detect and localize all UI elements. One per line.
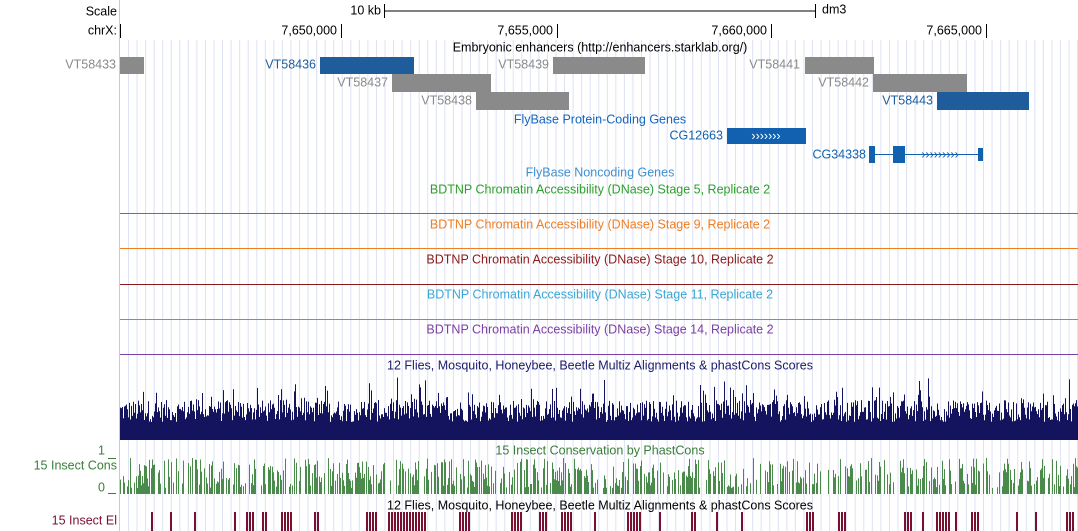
track-title: 15 Insect Conservation by PhastCons [495,443,704,457]
track-title: BDTNP Chromatin Accessibility (DNase) St… [430,217,770,231]
track-title: Embryonic enhancers (http://enhancers.st… [453,40,748,54]
ruler-label: 7,650,000 [281,23,337,37]
scale-label: Scale [86,4,117,18]
feature[interactable] [553,57,645,74]
track-title: BDTNP Chromatin Accessibility (DNase) St… [426,252,773,266]
feature-label[interactable]: VT58436 [265,57,316,71]
track-title: 12 Flies, Mosquito, Honeybee, Beetle Mul… [387,498,813,512]
chrom-label: chrX: [88,23,117,37]
assembly: dm3 [822,2,846,16]
ruler: 7,650,000 7,655,000 7,660,000 7,665,000 [281,23,987,38]
strand-arrows: ››››››› [751,129,780,143]
axis-label: 1 [98,443,105,457]
dnase-tracks: BDTNP Chromatin Accessibility (DNase) St… [120,182,1078,355]
feature-label[interactable]: VT58437 [337,75,388,89]
ruler-label: 7,655,000 [497,23,553,37]
feature[interactable] [120,57,144,74]
ruler-label: 7,665,000 [926,23,982,37]
gene[interactable] [727,128,806,144]
exon[interactable] [893,146,905,163]
feature[interactable] [937,92,1029,110]
enhancer-track: VT58433 VT58436 VT58437 VT58439 VT58438 … [65,57,1029,110]
feature-label[interactable]: VT58443 [882,93,933,107]
feature[interactable] [392,74,491,92]
grid [128,40,1078,531]
track-title: BDTNP Chromatin Accessibility (DNase) St… [430,182,770,196]
wiggle [120,458,1078,494]
feature-label[interactable]: VT58441 [749,57,800,71]
feature[interactable] [873,74,967,92]
elements [151,512,1074,531]
feature-label[interactable]: VT58439 [498,57,549,71]
ruler-label: 7,660,000 [711,23,767,37]
track-title: FlyBase Noncoding Genes [526,165,675,179]
wiggle [120,377,1078,440]
track-label[interactable]: 15 Insect Cons [34,458,117,472]
exon[interactable] [869,146,875,163]
exon[interactable] [978,148,983,161]
track-title: BDTNP Chromatin Accessibility (DNase) St… [427,287,773,301]
scale-size: 10 kb [350,3,381,17]
feature-label[interactable]: VT58438 [421,93,472,107]
feature[interactable] [320,57,414,74]
feature-label[interactable]: VT58433 [65,57,116,71]
gene-label[interactable]: CG34338 [812,147,866,161]
axis-label: 0 [98,480,105,494]
track-title: BDTNP Chromatin Accessibility (DNase) St… [426,322,773,336]
track-title: FlyBase Protein-Coding Genes [514,112,686,126]
feature[interactable] [805,57,874,74]
feature[interactable] [476,92,569,110]
track-label[interactable]: 15 Insect El [52,513,117,527]
gene-label[interactable]: CG12663 [669,128,723,142]
feature-label[interactable]: VT58442 [818,75,869,89]
track-title: 12 Flies, Mosquito, Honeybee, Beetle Mul… [387,358,813,372]
strand-arrows: ››››››››› [921,147,958,161]
